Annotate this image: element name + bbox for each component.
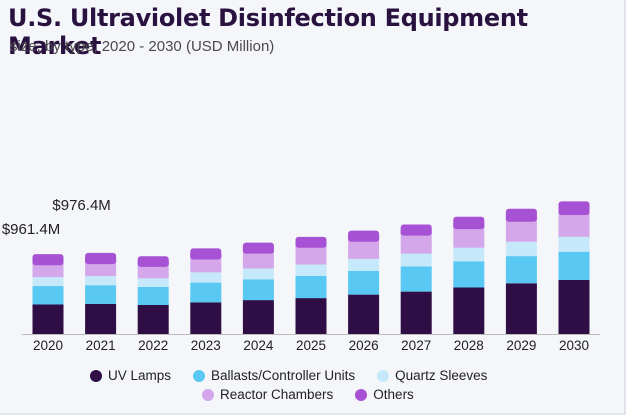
annotation-total-2021: $976.4M [52,197,110,214]
legend-label-others: Others [373,387,414,402]
bar-2029-reactor-chambers [505,217,537,242]
bar-2023-reactor-chambers [190,255,222,273]
bar-2020-uv-lamps [32,304,64,334]
bar-2024-quartz-sleeves [242,268,274,280]
x-tick-label-2025: 2025 [296,338,326,353]
bar-2021-ballasts-controller-units [85,285,117,304]
bar-cap-2024 [242,247,274,252]
legend-item-quartz-sleeves: Quartz Sleeves [377,368,487,383]
x-tick-label-2020: 2020 [33,338,63,353]
bar-2029-uv-lamps [505,283,537,334]
x-tick-label-2024: 2024 [243,338,274,353]
bar-2029-others [505,208,537,222]
bar-cap-2026 [348,235,380,240]
bar-2022-uv-lamps [137,304,169,334]
x-tick-label-2027: 2027 [401,338,431,353]
chart-subtitle: size, by type, 2020 - 2030 (USD Million) [10,38,275,55]
bar-2029-quartz-sleeves [505,241,537,257]
bar-cap-2027 [400,229,432,234]
bar-2028-others [453,216,485,230]
bar-2025-reactor-chambers [295,243,327,265]
x-tick-label-2028: 2028 [454,338,484,353]
bar-cap-2021 [85,258,117,263]
bar-cap-2029 [505,215,537,220]
bar-2030-quartz-sleeves [558,236,590,252]
bar-2023-quartz-sleeves [190,272,222,283]
legend-swatch-others [355,388,368,401]
bar-2030-uv-lamps [558,280,590,334]
bar-2025-quartz-sleeves [295,264,327,276]
bar-2020-quartz-sleeves [32,277,64,287]
bar-cap-2025 [295,241,327,246]
legend-swatch-reactor-chambers [202,388,214,401]
bar-2024-uv-lamps [242,300,274,334]
legend-label-ballasts-controller-units: Ballasts/Controller Units [211,368,356,383]
bar-2026-reactor-chambers [348,237,380,259]
bar-2028-ballasts-controller-units [453,261,485,288]
bar-2024-reactor-chambers [242,249,274,269]
bar-cap-2023 [190,253,222,258]
bar-2026-quartz-sleeves [348,258,380,271]
bar-2030-ballasts-controller-units [558,251,590,280]
bar-2024-ballasts-controller-units [242,279,274,301]
legend-label-reactor-chambers: Reactor Chambers [220,387,334,402]
legend-label-quartz-sleeves: Quartz Sleeves [395,368,488,383]
bar-cap-2022 [137,260,169,265]
annotation-total-2020: $961.4M [2,221,60,238]
bar-2020-reactor-chambers [32,261,64,278]
bar-2026-ballasts-controller-units [348,270,380,295]
bar-cap-2030 [558,209,590,213]
bar-2025-uv-lamps [295,298,327,334]
x-tick-label-2030: 2030 [559,338,589,353]
legend-item-reactor-chambers: Reactor Chambers [202,387,333,402]
bar-2027-ballasts-controller-units [400,266,432,292]
bar-2027-uv-lamps [400,291,432,334]
bar-2029-ballasts-controller-units [505,256,537,284]
bar-2027-quartz-sleeves [400,253,432,267]
bar-2026-uv-lamps [348,294,380,334]
legend-swatch-uv-lamps [90,369,102,382]
legend-row-2: Reactor Chambers Others [202,387,414,402]
bar-cap-2028 [453,223,485,228]
bar-2021-uv-lamps [85,303,117,334]
bar-2023-uv-lamps [190,302,222,334]
chart-title: U.S. Ultraviolet Disinfection Equipment … [8,4,528,60]
bar-2028-reactor-chambers [453,225,485,248]
x-tick-label-2021: 2021 [86,338,116,353]
bar-2020-ballasts-controller-units [32,286,64,305]
bar-cap-2020 [32,259,64,264]
bar-2023-ballasts-controller-units [190,282,222,303]
bar-2030-reactor-chambers [558,211,590,237]
x-tick-label-2023: 2023 [191,338,221,353]
bar-2027-reactor-chambers [400,231,432,254]
x-tick-label-2026: 2026 [349,338,379,353]
bar-2028-uv-lamps [453,287,485,334]
legend-item-others: Others [355,387,414,402]
legend-label-uv-lamps: UV Lamps [108,368,172,383]
bar-2022-ballasts-controller-units [137,287,169,305]
legend-swatch-ballasts-controller-units [193,369,206,382]
bar-2025-ballasts-controller-units [295,276,327,299]
bar-2021-quartz-sleeves [85,276,117,286]
legend-item-uv-lamps: UV Lamps [90,368,171,383]
bar-2028-quartz-sleeves [453,247,485,262]
legend-row-1: UV Lamps Ballasts/Controller Units Quartz … [90,368,487,383]
bar-2022-quartz-sleeves [137,278,169,287]
x-tick-label-2022: 2022 [138,338,168,353]
legend-item-ballasts-controller-units: Ballasts/Controller Units [193,368,355,383]
x-tick-label-2029: 2029 [506,338,536,353]
legend-swatch-quartz-sleeves [377,369,390,382]
